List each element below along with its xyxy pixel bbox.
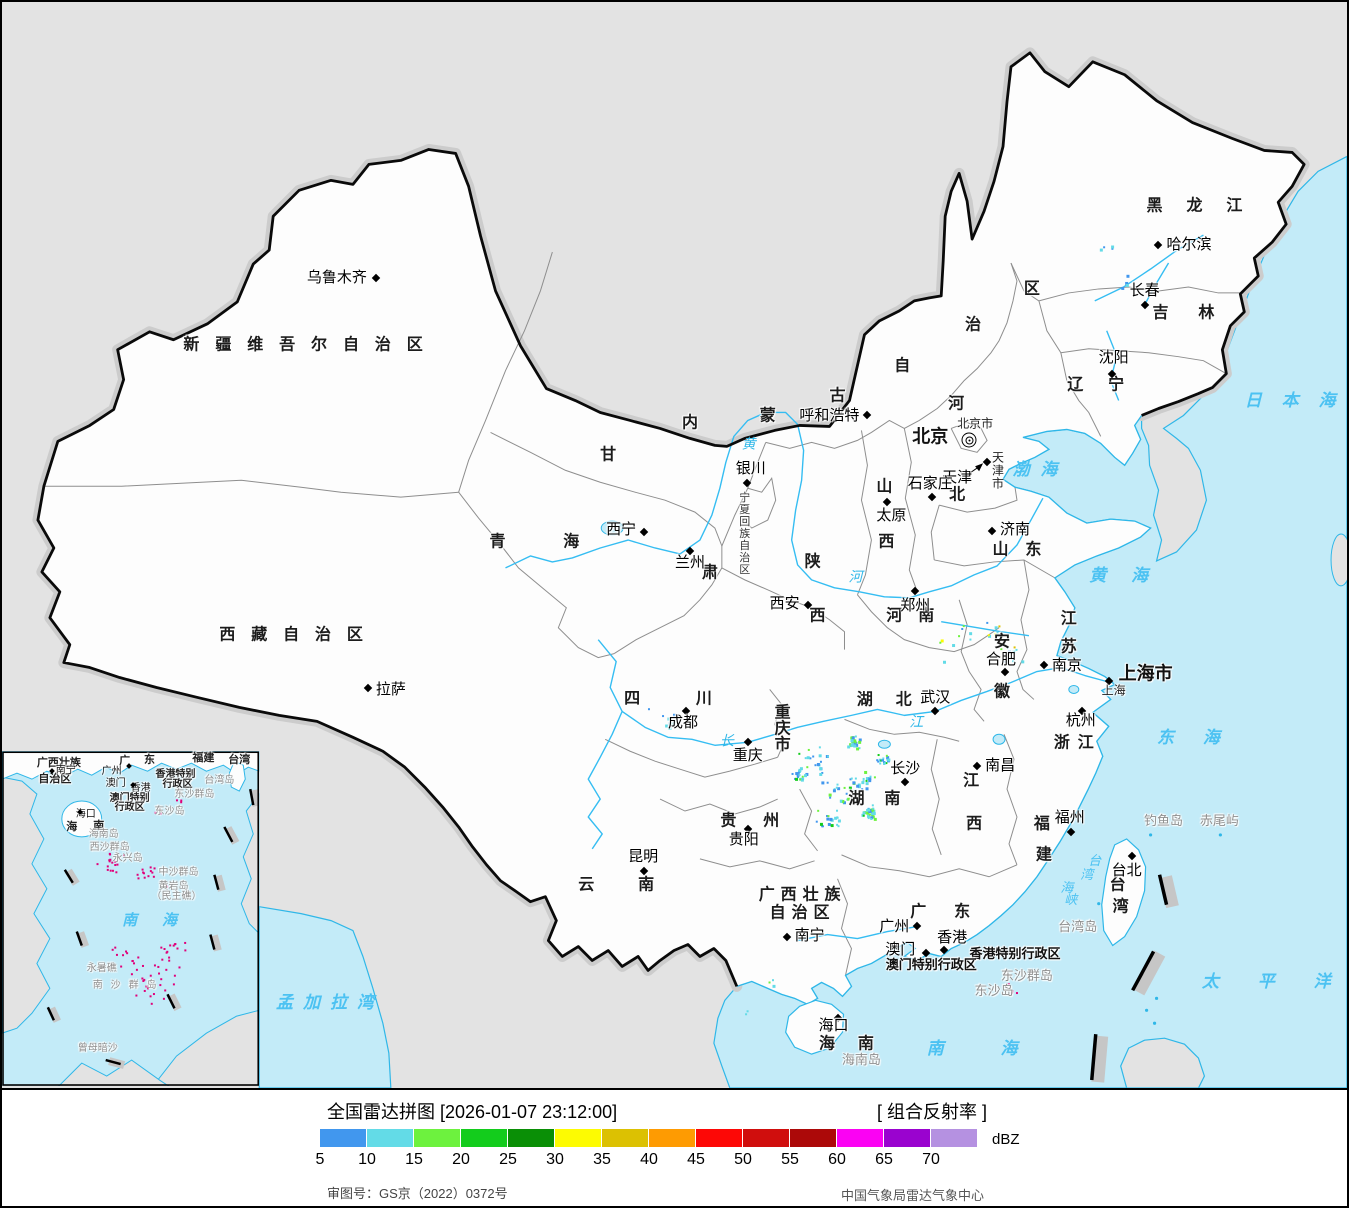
colorbar-tick: 30 — [546, 1151, 564, 1168]
rivers — [505, 234, 1204, 942]
colorbar-segment — [884, 1129, 931, 1147]
colorbar-tick: 20 — [452, 1151, 470, 1168]
mosaic-title: 全国雷达拼图 [2026-01-07 23:12:00] — [327, 1102, 618, 1122]
map-geography-svg — [2, 2, 1347, 1088]
colorbar-segment — [696, 1129, 743, 1147]
islands — [785, 533, 1347, 1088]
south-china-sea-inset — [2, 751, 260, 1087]
colorbar-tick: 65 — [875, 1151, 893, 1168]
colorbar-segment — [461, 1129, 508, 1147]
colorbar-segment — [743, 1129, 790, 1147]
national-border — [36, 51, 1306, 987]
colorbar-tick: 15 — [405, 1151, 423, 1168]
inset-frame — [2, 751, 260, 1086]
colorbar-segment — [508, 1129, 555, 1147]
reflectivity-colorbar — [320, 1129, 978, 1147]
colorbar-segment — [931, 1129, 978, 1147]
colorbar-tick: 45 — [687, 1151, 705, 1168]
colorbar-ticks: 5 10 15 20 25 30 35 40 45 50 55 60 65 70 — [2, 1151, 1347, 1171]
china-radar-map: 黑龙江吉林辽宁内蒙古自治区新疆维吾尔自治区西藏自治区青海甘肃宁夏回族自治区陕西山… — [2, 2, 1347, 1090]
colorbar-tick: 55 — [781, 1151, 799, 1168]
colorbar-segment — [414, 1129, 461, 1147]
agency-credit: 中国气象局雷达气象中心 — [840, 1188, 984, 1203]
unit-label: dBZ — [992, 1131, 1020, 1148]
island-marks — [1007, 983, 1018, 995]
product-label: [ 组合反射率 ] — [877, 1102, 988, 1122]
map-license-number: 审图号：GS京（2022）0372号 — [327, 1186, 508, 1201]
china-territory — [37, 52, 1305, 1005]
tianjin-arrow — [964, 463, 984, 477]
legend-panel: 全国雷达拼图 [2026-01-07 23:12:00] [ 组合反射率 ] 5… — [2, 1090, 1347, 1206]
colorbar-segment — [602, 1129, 649, 1147]
colorbar-segment — [837, 1129, 884, 1147]
colorbar-tick: 60 — [828, 1151, 846, 1168]
colorbar-tick: 50 — [734, 1151, 752, 1168]
province-boundaries — [43, 251, 1244, 976]
colorbar-tick: 35 — [593, 1151, 611, 1168]
colorbar-tick: 25 — [499, 1151, 517, 1168]
colorbar-tick: 5 — [315, 1151, 325, 1168]
radar-echoes — [647, 245, 1130, 1016]
colorbar-tick: 10 — [358, 1151, 376, 1168]
dash-line-segments — [1090, 874, 1179, 1083]
colorbar-tick: 40 — [640, 1151, 658, 1168]
colorbar-segment — [320, 1129, 367, 1147]
colorbar-segment — [790, 1129, 837, 1147]
china-coastline — [736, 415, 1152, 1006]
colorbar-tick: 70 — [922, 1151, 940, 1168]
colorbar-segment — [555, 1129, 602, 1147]
colorbar-segment — [367, 1129, 414, 1147]
colorbar-segment — [649, 1129, 696, 1147]
